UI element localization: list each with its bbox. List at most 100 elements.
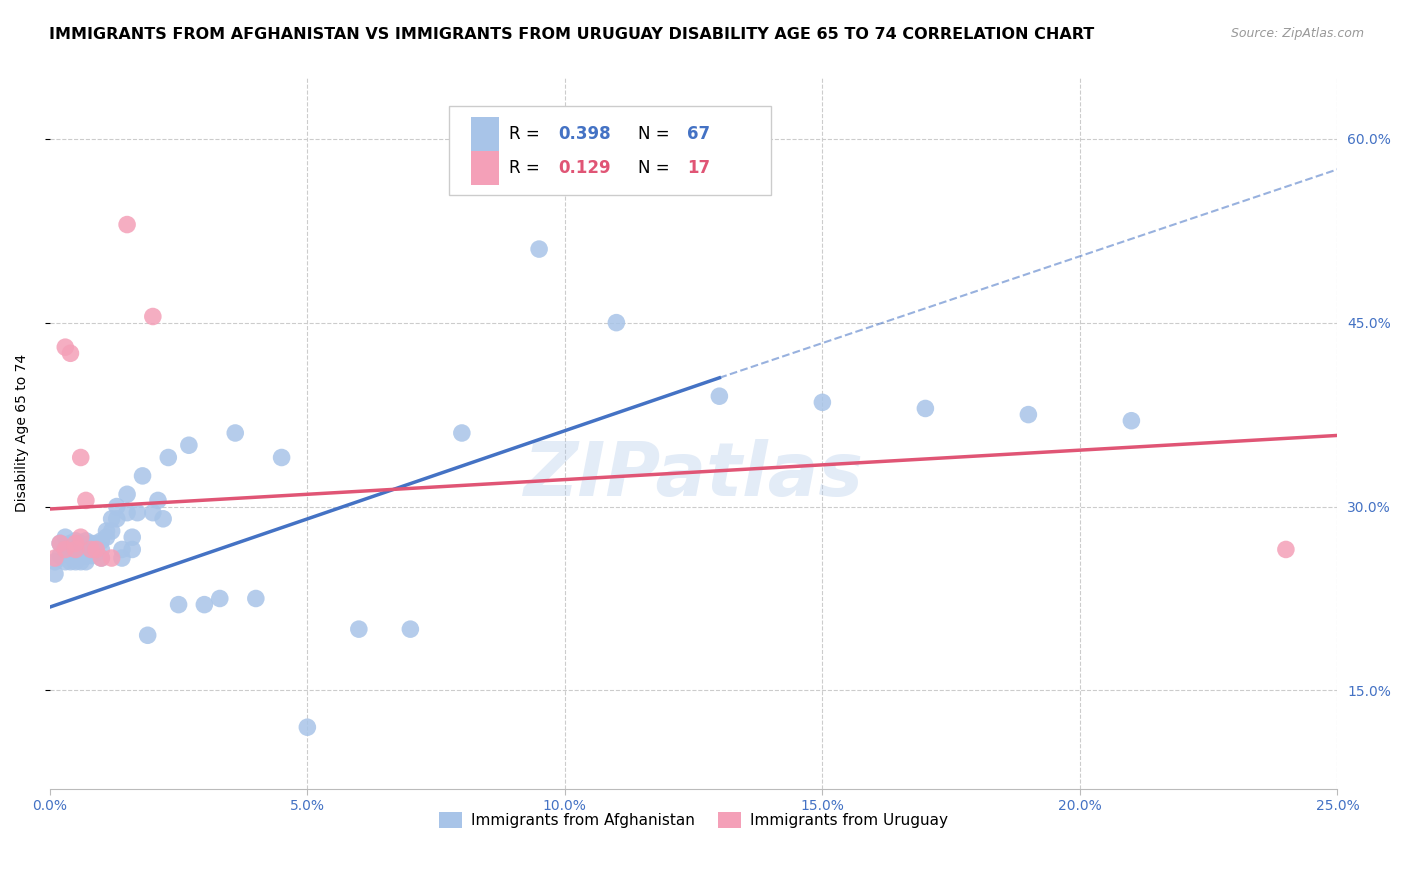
Point: [90, 551, 112, 566]
Point: [167, 598, 190, 612]
Text: 0.129: 0.129: [558, 160, 612, 178]
Point: [53, 542, 76, 557]
Point: [49, 549, 72, 563]
Point: [75, 533, 97, 548]
Point: [177, 438, 200, 452]
Point: [53, 340, 76, 354]
Point: [450, 425, 472, 440]
Text: R =: R =: [509, 160, 546, 178]
Point: [111, 542, 134, 557]
Text: N =: N =: [638, 160, 675, 178]
Point: [65, 546, 87, 560]
Point: [75, 493, 97, 508]
Point: [65, 536, 87, 550]
Point: [347, 622, 370, 636]
Point: [146, 493, 169, 508]
Point: [90, 551, 112, 566]
Point: [84, 536, 107, 550]
Point: [1275, 542, 1298, 557]
Legend: Immigrants from Afghanistan, Immigrants from Uruguay: Immigrants from Afghanistan, Immigrants …: [433, 806, 955, 834]
Point: [605, 316, 627, 330]
Point: [111, 551, 134, 566]
FancyBboxPatch shape: [449, 106, 770, 194]
Point: [65, 555, 87, 569]
Point: [811, 395, 834, 409]
Point: [69, 530, 91, 544]
FancyBboxPatch shape: [471, 117, 499, 151]
Point: [121, 542, 143, 557]
Point: [115, 487, 138, 501]
Point: [80, 549, 103, 563]
Point: [1121, 414, 1143, 428]
Point: [115, 218, 138, 232]
Text: R =: R =: [509, 125, 546, 143]
Point: [59, 536, 82, 550]
Point: [75, 555, 97, 569]
Y-axis label: Disability Age 65 to 74: Disability Age 65 to 74: [15, 354, 30, 512]
Point: [193, 598, 215, 612]
Point: [527, 242, 550, 256]
Point: [75, 549, 97, 563]
Point: [84, 542, 107, 557]
Point: [69, 549, 91, 563]
Point: [224, 425, 246, 440]
Point: [80, 542, 103, 557]
Text: Source: ZipAtlas.com: Source: ZipAtlas.com: [1230, 27, 1364, 40]
Point: [914, 401, 936, 416]
Point: [105, 512, 128, 526]
Point: [115, 506, 138, 520]
Point: [90, 542, 112, 557]
Point: [142, 310, 165, 324]
Point: [136, 628, 159, 642]
Point: [100, 512, 122, 526]
Text: 0.398: 0.398: [558, 125, 612, 143]
Point: [100, 551, 122, 566]
Point: [1017, 408, 1039, 422]
Point: [121, 530, 143, 544]
Point: [59, 555, 82, 569]
Point: [105, 500, 128, 514]
Text: ZIPatlas: ZIPatlas: [523, 439, 863, 512]
Point: [127, 506, 149, 520]
Point: [69, 542, 91, 557]
Point: [44, 551, 66, 566]
Point: [208, 591, 231, 606]
Point: [49, 536, 72, 550]
Point: [157, 450, 180, 465]
Point: [297, 720, 319, 734]
Point: [44, 566, 66, 581]
Text: 67: 67: [688, 125, 710, 143]
Text: IMMIGRANTS FROM AFGHANISTAN VS IMMIGRANTS FROM URUGUAY DISABILITY AGE 65 TO 74 C: IMMIGRANTS FROM AFGHANISTAN VS IMMIGRANT…: [49, 27, 1094, 42]
Point: [399, 622, 422, 636]
Point: [84, 546, 107, 560]
Point: [80, 542, 103, 557]
Point: [75, 542, 97, 557]
Point: [65, 533, 87, 548]
Point: [49, 536, 72, 550]
Point: [96, 524, 118, 538]
Point: [270, 450, 292, 465]
Point: [69, 555, 91, 569]
Point: [90, 533, 112, 548]
Point: [96, 530, 118, 544]
Point: [131, 469, 153, 483]
Point: [59, 346, 82, 360]
Point: [709, 389, 731, 403]
Point: [65, 542, 87, 557]
Point: [53, 530, 76, 544]
Point: [69, 450, 91, 465]
Point: [44, 555, 66, 569]
Point: [53, 555, 76, 569]
Point: [245, 591, 267, 606]
Text: 17: 17: [688, 160, 710, 178]
Point: [65, 539, 87, 553]
Point: [53, 542, 76, 557]
Text: N =: N =: [638, 125, 675, 143]
FancyBboxPatch shape: [471, 152, 499, 186]
Point: [69, 536, 91, 550]
Point: [142, 506, 165, 520]
Point: [80, 536, 103, 550]
Point: [59, 549, 82, 563]
Point: [152, 512, 174, 526]
Point: [100, 524, 122, 538]
